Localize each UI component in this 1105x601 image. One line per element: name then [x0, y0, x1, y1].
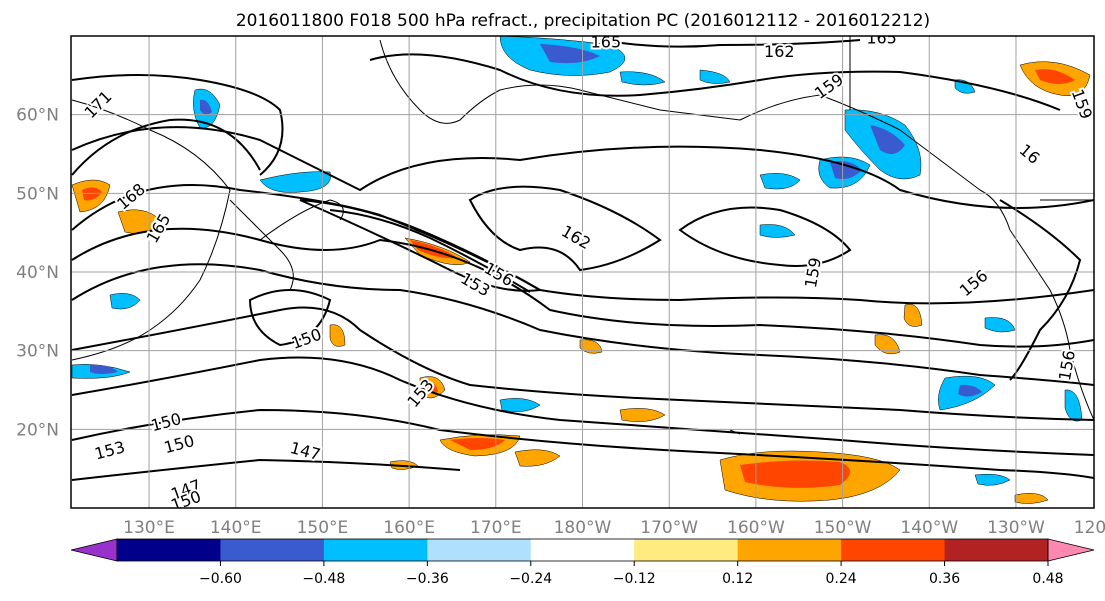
colorbar-outline — [116, 538, 1049, 562]
map-frame — [70, 35, 1095, 509]
lat-tick-label: 30°N — [16, 342, 59, 362]
contour-label: 165 — [591, 33, 622, 52]
colorbar-segment — [737, 539, 842, 561]
colorbar — [70, 538, 1095, 562]
colorbar-segment — [220, 539, 325, 561]
colorbar-tick-label: 0.24 — [826, 571, 857, 587]
colorbar-segment — [117, 539, 221, 561]
colorbar-segment — [427, 539, 532, 561]
graticule — [71, 36, 1094, 508]
contour-label: 162 — [764, 42, 795, 61]
lon-tick-label: 140°E — [210, 518, 262, 538]
colorbar-tick-label: −0.60 — [199, 571, 242, 587]
colorbar-tick-label: 0.12 — [722, 571, 753, 587]
latitude-labels: 20°N 30°N 40°N 50°N 60°N — [16, 106, 59, 441]
lon-tick-label: 130°E — [123, 518, 175, 538]
colorbar-tick-label: −0.12 — [613, 571, 656, 587]
lat-tick-label: 40°N — [16, 263, 59, 283]
lat-tick-label: 50°N — [16, 184, 59, 204]
refractivity-contours — [71, 39, 1094, 481]
lon-tick-label: 160°W — [727, 518, 785, 538]
lon-tick-label: 150°E — [297, 518, 349, 538]
colorbar-tick-label: −0.48 — [302, 571, 345, 587]
colorbar-tick-label: −0.24 — [509, 571, 552, 587]
colorbar-segment — [323, 539, 428, 561]
lon-tick-label: 170°E — [470, 518, 522, 538]
colorbar-segment — [634, 539, 739, 561]
colorbar-extend-low — [70, 538, 118, 562]
colorbar-tick-label: −0.36 — [406, 571, 449, 587]
lon-tick-label: 130°W — [987, 518, 1045, 538]
longitude-labels: 130°E 140°E 150°E 160°E 170°E 180°W 170°W 160°W… — [123, 518, 1105, 538]
coastlines — [71, 36, 1094, 435]
lon-tick-label: 140°W — [900, 518, 958, 538]
lon-tick-label: 180°W — [554, 518, 612, 538]
colorbar-tick-labels: −0.60 −0.48 −0.36 −0.24 −0.12 0.12 0.24 0.36 0.4… — [199, 561, 1064, 587]
figure-title: 2016011800 F018 500 hPa refract., precip… — [236, 11, 930, 31]
colorbar-tick-label: 0.36 — [929, 571, 960, 587]
colorbar-segment — [841, 539, 946, 561]
contour-label: 165 — [866, 29, 897, 48]
lat-tick-label: 20°N — [16, 420, 59, 440]
colorbar-segment — [530, 539, 635, 561]
lon-tick-label: 120°W — [1074, 518, 1105, 538]
colorbar-tick-label: 0.48 — [1032, 571, 1063, 587]
lon-tick-label: 160°E — [383, 518, 435, 538]
colorbar-segment — [944, 539, 1049, 561]
lon-tick-label: 170°W — [640, 518, 698, 538]
lat-tick-label: 60°N — [16, 106, 59, 126]
lon-tick-label: 150°W — [814, 518, 872, 538]
colorbar-extend-high — [1047, 538, 1095, 562]
